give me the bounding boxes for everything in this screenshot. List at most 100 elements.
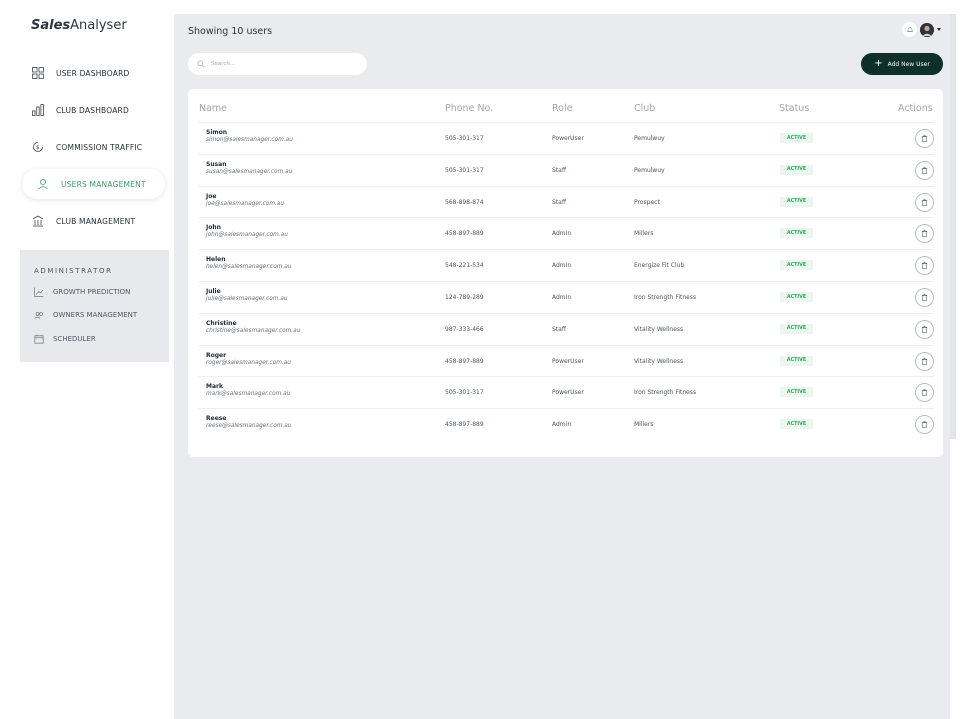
admin-item-owners-management[interactable]: OWNERS MANAGEMENT xyxy=(34,310,137,320)
table-row[interactable]: Roger roger@salesmanager.com.au 458-897-… xyxy=(198,344,934,377)
delete-button[interactable] xyxy=(915,351,934,371)
status-badge: ACTIVE xyxy=(780,260,813,271)
admin-item-scheduler[interactable]: SCHEDULER xyxy=(34,334,96,344)
delete-button[interactable] xyxy=(915,224,934,244)
phone-cell: 458-897-889 xyxy=(445,357,484,365)
column-header-role[interactable]: Role xyxy=(552,103,573,114)
scrollbar[interactable] xyxy=(950,14,956,439)
phone-cell: 505-301-317 xyxy=(445,166,484,174)
trash-icon xyxy=(921,389,928,397)
avatar[interactable] xyxy=(920,22,934,37)
delete-button[interactable] xyxy=(915,415,934,435)
admin-item-label: GROWTH PREDICTION xyxy=(53,288,131,296)
user-name-cell: Roger roger@salesmanager.com.au xyxy=(206,352,291,366)
bell-icon[interactable] xyxy=(902,22,917,37)
search-input[interactable] xyxy=(211,61,351,67)
user-name: Joe xyxy=(206,192,217,200)
table-row[interactable]: Joe joe@salesmanager.com.au 568-898-874 … xyxy=(198,185,934,218)
table-row[interactable]: Julie julie@salesmanager.com.au 124-789-… xyxy=(198,281,934,313)
user-email: mark@salesmanager.com.au xyxy=(206,391,291,398)
column-header-status[interactable]: Status xyxy=(779,103,810,114)
delete-button[interactable] xyxy=(915,383,934,403)
club-cell: Iron Strength Fitness xyxy=(634,294,697,301)
user-name: John xyxy=(206,224,221,232)
column-header-actions: Actions xyxy=(898,103,933,114)
user-email: christine@salesmanager.com.au xyxy=(206,327,301,334)
grid-icon xyxy=(31,66,45,80)
delete-button[interactable] xyxy=(915,319,934,339)
user-email: helen@salesmanager.com.au xyxy=(206,264,292,271)
user-email: roger@salesmanager.com.au xyxy=(206,359,291,366)
bar-chart-icon xyxy=(31,103,45,117)
add-new-user-button[interactable]: + Add New User xyxy=(861,53,943,75)
users-icon xyxy=(34,310,44,320)
user-icon xyxy=(36,177,50,191)
table-row[interactable]: Susan susan@salesmanager.com.au 505-301-… xyxy=(198,153,934,186)
svg-text:$: $ xyxy=(36,145,40,151)
status-badge: ACTIVE xyxy=(780,355,813,366)
role-cell: Admin xyxy=(552,294,572,301)
add-new-user-label: Add New User xyxy=(887,60,930,68)
chevron-down-icon[interactable] xyxy=(937,28,941,31)
club-cell: Iron Strength Fitness xyxy=(634,389,697,397)
delete-button[interactable] xyxy=(915,256,934,276)
sidebar-item-user-dashboard[interactable]: USER DASHBOARD xyxy=(31,66,129,80)
trash-icon xyxy=(921,421,928,429)
column-header-phone[interactable]: Phone No. xyxy=(445,103,494,114)
table-row[interactable]: Mark mark@salesmanager.com.au 505-301-31… xyxy=(198,376,934,408)
trash-icon xyxy=(921,262,928,270)
delete-button[interactable] xyxy=(915,288,934,307)
delete-button[interactable] xyxy=(915,192,934,212)
table-row[interactable]: John john@salesmanager.com.au 458-897-88… xyxy=(198,217,934,249)
status-badge: ACTIVE xyxy=(780,292,813,302)
user-count-label: Showing 10 users xyxy=(188,26,273,37)
delete-button[interactable] xyxy=(915,129,934,148)
admin-item-growth-prediction[interactable]: GROWTH PREDICTION xyxy=(34,287,130,297)
sidebar-item-club-dashboard[interactable]: CLUB DASHBOARD xyxy=(31,103,129,117)
trash-icon xyxy=(921,198,928,206)
sidebar-item-commission-traffic[interactable]: $ COMMISSION TRAFFIC xyxy=(31,140,142,154)
trash-icon xyxy=(921,230,928,238)
search-box[interactable] xyxy=(188,53,367,75)
sidebar-item-label: CLUB DASHBOARD xyxy=(56,105,129,115)
table-row[interactable]: Helen helen@salesmanager.com.au 548-221-… xyxy=(198,249,934,281)
club-cell: Vitality Wellness xyxy=(634,325,684,333)
delete-button[interactable] xyxy=(915,160,934,180)
trend-icon xyxy=(34,287,44,297)
club-cell: Prospect xyxy=(634,198,660,206)
user-name: Roger xyxy=(206,351,227,359)
role-cell: Admin xyxy=(552,262,572,270)
trash-icon xyxy=(921,293,928,302)
sidebar: SalesAnalyser USER DASHBOARD CLUB DASHBO… xyxy=(0,0,174,719)
phone-cell: 505-301-317 xyxy=(445,135,484,142)
user-email: simon@salesmanager.com.au xyxy=(206,137,293,143)
app-logo[interactable]: SalesAnalyser xyxy=(31,18,127,33)
trash-icon xyxy=(921,134,928,143)
role-cell: PowerUser xyxy=(552,135,584,142)
table-row[interactable]: Simon simon@salesmanager.com.au 505-301-… xyxy=(198,122,934,154)
sidebar-item-users-management[interactable]: USERS MANAGEMENT xyxy=(22,169,165,199)
trash-icon xyxy=(921,325,928,333)
role-cell: Staff xyxy=(552,325,566,333)
column-header-club[interactable]: Club xyxy=(634,103,656,114)
user-name-cell: Simon simon@salesmanager.com.au xyxy=(206,129,293,143)
role-cell: Staff xyxy=(552,166,566,174)
user-email: reese@salesmanager.com.au xyxy=(206,423,292,430)
column-header-name[interactable]: Name xyxy=(199,103,228,114)
status-badge: ACTIVE xyxy=(780,323,813,334)
club-cell: Pemulwuy xyxy=(634,135,665,142)
dollar-cycle-icon: $ xyxy=(31,140,45,154)
top-right-controls xyxy=(902,22,941,37)
user-name-cell: Reese reese@salesmanager.com.au xyxy=(206,415,291,429)
role-cell: Admin xyxy=(552,230,572,238)
user-name: Julie xyxy=(206,288,221,295)
user-name: Susan xyxy=(206,160,227,168)
user-name-cell: Mark mark@salesmanager.com.au xyxy=(206,383,290,397)
table-row[interactable]: Christine christine@salesmanager.com.au … xyxy=(198,312,934,345)
sidebar-item-club-management[interactable]: CLUB MANAGEMENT xyxy=(31,214,135,228)
user-email: susan@salesmanager.com.au xyxy=(206,168,293,175)
user-name-cell: Christine christine@salesmanager.com.au xyxy=(206,320,300,334)
trash-icon xyxy=(921,166,928,174)
table-row[interactable]: Reese reese@salesmanager.com.au 458-897-… xyxy=(198,408,934,440)
